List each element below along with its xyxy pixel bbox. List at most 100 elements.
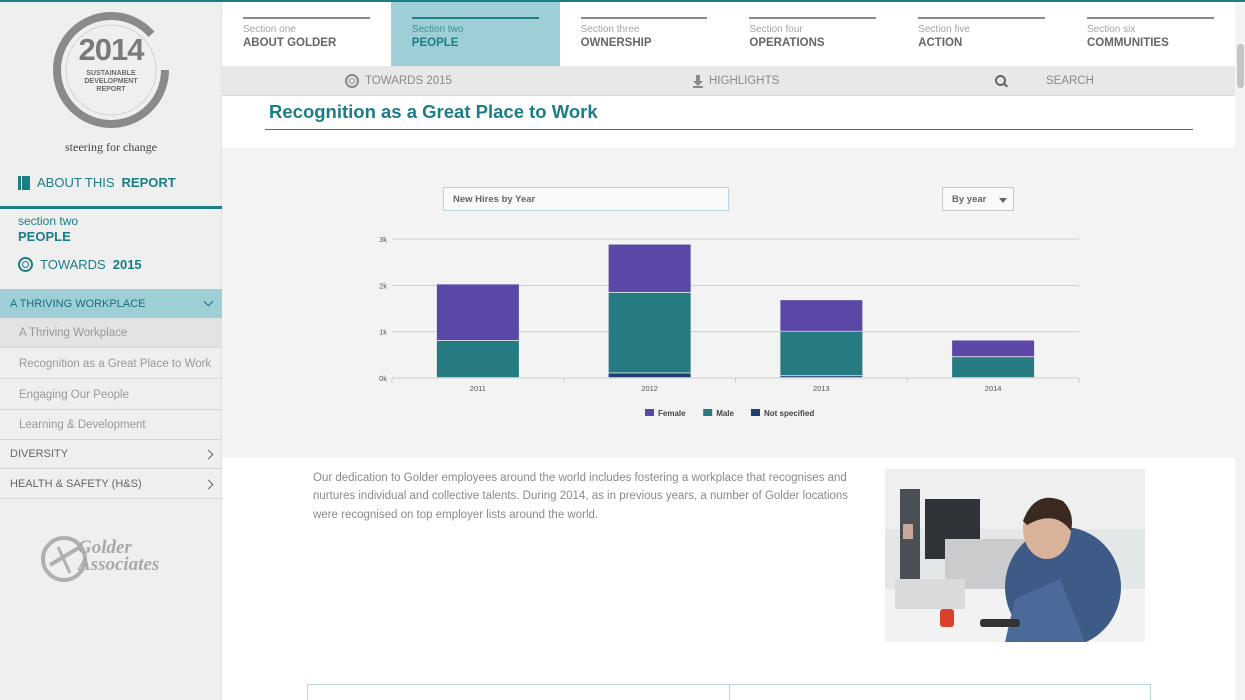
legend-label: Not specified (764, 409, 814, 418)
tab-rule (580, 17, 708, 19)
chart-title-field[interactable]: New Hires by Year (443, 187, 729, 211)
search-button[interactable]: SEARCH (1046, 66, 1094, 96)
highlights-button[interactable]: HIGHLIGHTS (693, 66, 779, 96)
sidebar-item-great-place-to-work[interactable]: Recognition as a Great Place to Work (0, 349, 222, 379)
sidebar-item-diversity[interactable]: DIVERSITY (0, 440, 222, 469)
chart-panel: New Hires by Year By year 0k 1k 2k 3k 2011 20… (222, 148, 1235, 458)
logo-caption: SUSTAINABLE DEVELOPMENT REPORT (52, 70, 170, 94)
tab-section-label: Section three (580, 24, 640, 35)
bar-segment (780, 300, 863, 331)
bottom-content-box (307, 684, 1151, 700)
legend-label: Male (716, 409, 734, 418)
utility-bar: TOWARDS 2015 HIGHLIGHTS SEARCH (222, 66, 1235, 96)
towards-bold: 2015 (112, 257, 142, 272)
section-name: PEOPLE (18, 229, 71, 244)
search-label: SEARCH (1046, 75, 1094, 87)
section-label: section two (18, 214, 79, 228)
download-icon (693, 74, 703, 88)
sidebar-item-learning-development[interactable]: Learning & Development (0, 410, 222, 440)
bar-segment (436, 340, 519, 378)
sidebar-divider (0, 206, 222, 209)
sidebar-item-label: DIVERSITY (10, 448, 69, 460)
report-logo[interactable]: 2014 SUSTAINABLE DEVELOPMENT REPORT (52, 10, 170, 130)
sidebar-item-label: HEALTH & SAFETY (H&S) (10, 478, 142, 490)
bar-segment (436, 284, 519, 341)
highlights-label: HIGHLIGHTS (709, 75, 780, 87)
tab-operations[interactable]: Section four OPERATIONS (728, 2, 897, 66)
search-icon-button[interactable] (995, 66, 1007, 96)
y-tick-label: 3k (379, 235, 387, 244)
title-underline (265, 129, 1193, 130)
top-accent-bar (0, 0, 1245, 2)
section-tabs: Section one ABOUT GOLDER Section two PEO… (222, 2, 1235, 66)
tab-rule (1087, 17, 1214, 19)
tab-section-name: ABOUT GOLDER (243, 37, 337, 49)
tab-rule (749, 17, 877, 19)
search-icon (995, 75, 1007, 87)
sidebar-item-thriving-workplace[interactable]: A Thriving Workplace (0, 318, 222, 348)
bar-segment (608, 292, 691, 373)
golder-wordmark: Golder Associates (78, 538, 160, 575)
towards-2015-link[interactable]: TOWARDS 2015 (18, 257, 142, 272)
y-tick-label: 0k (379, 374, 387, 383)
tab-section-name: OPERATIONS (749, 37, 825, 49)
about-bold: REPORT (121, 175, 176, 190)
bottom-box-divider (729, 685, 730, 700)
scrollbar[interactable] (1235, 2, 1245, 700)
golder-logo: Golder Associates (40, 533, 170, 585)
golder-emblem-icon (41, 536, 87, 582)
chevron-right-icon (203, 449, 214, 459)
chevron-down-icon (203, 296, 214, 307)
about-report-link[interactable]: ABOUT THIS REPORT (18, 175, 176, 190)
tab-rule (243, 17, 370, 19)
legend-label: Female (658, 409, 686, 418)
x-tick-label: 2013 (813, 384, 830, 393)
body-paragraph: Our dedication to Golder employees aroun… (313, 472, 849, 521)
golder-word: Associates (78, 554, 160, 575)
sidebar-item-health-safety[interactable]: HEALTH & SAFETY (H&S) (0, 470, 222, 499)
spiral-icon (18, 257, 33, 272)
employee-photo (885, 469, 1145, 642)
legend-swatch (751, 409, 760, 416)
about-prefix: ABOUT THIS (37, 175, 115, 190)
towards-2015-button[interactable]: TOWARDS 2015 (345, 66, 452, 96)
x-tick-label: 2014 (985, 384, 1002, 393)
bar-segment (952, 357, 1035, 378)
tab-section-label: Section six (1087, 24, 1136, 35)
logo-line: SUSTAINABLE (86, 70, 136, 77)
x-tick-label: 2011 (470, 384, 486, 393)
tab-action[interactable]: Section five ACTION (897, 2, 1066, 66)
y-tick-label: 1k (379, 328, 387, 337)
sidebar-group-label: A THRIVING WORKPLACE (10, 297, 146, 310)
tagline: steering for change (65, 140, 157, 154)
tab-about-golder[interactable]: Section one ABOUT GOLDER (222, 2, 391, 66)
scrollbar-thumb[interactable] (1237, 44, 1244, 88)
bar-segment (780, 331, 863, 376)
sidebar-group-thriving-workplace[interactable]: A THRIVING WORKPLACE (0, 289, 222, 318)
tab-section-label: Section five (918, 24, 970, 35)
tab-section-name: PEOPLE (411, 37, 459, 49)
logo-ring-icon (53, 12, 169, 128)
new-hires-chart: 0k 1k 2k 3k 2011 2012 2013 2014 Female Male Not sp… (379, 235, 1080, 418)
tab-section-label: Section two (411, 24, 464, 35)
sidebar-item-engaging-people[interactable]: Engaging Our People (0, 380, 222, 410)
tab-section-name: OWNERSHIP (580, 37, 652, 49)
tab-communities[interactable]: Section six COMMUNITIES (1066, 2, 1235, 66)
sidebar: 2014 SUSTAINABLE DEVELOPMENT REPORT stee… (0, 0, 222, 700)
year-dropdown[interactable]: By year (942, 187, 1014, 211)
chevron-right-icon (203, 479, 214, 489)
logo-line: REPORT (96, 86, 126, 93)
tab-ownership[interactable]: Section three OWNERSHIP (560, 2, 729, 66)
towards-label: TOWARDS 2015 (365, 75, 452, 87)
employee-at-desk-image (885, 469, 1145, 642)
tab-rule (411, 17, 539, 19)
caret-down-icon (999, 198, 1007, 203)
logo-line: DEVELOPMENT (84, 78, 138, 85)
book-icon (18, 175, 30, 190)
x-tick-label: 2012 (641, 384, 658, 393)
tab-people[interactable]: Section two PEOPLE (390, 2, 560, 66)
page-title: Recognition as a Great Place to Work (269, 101, 598, 122)
logo-year: 2014 (78, 32, 145, 67)
bar-segment (952, 340, 1035, 357)
tab-section-label: Section four (749, 24, 803, 35)
